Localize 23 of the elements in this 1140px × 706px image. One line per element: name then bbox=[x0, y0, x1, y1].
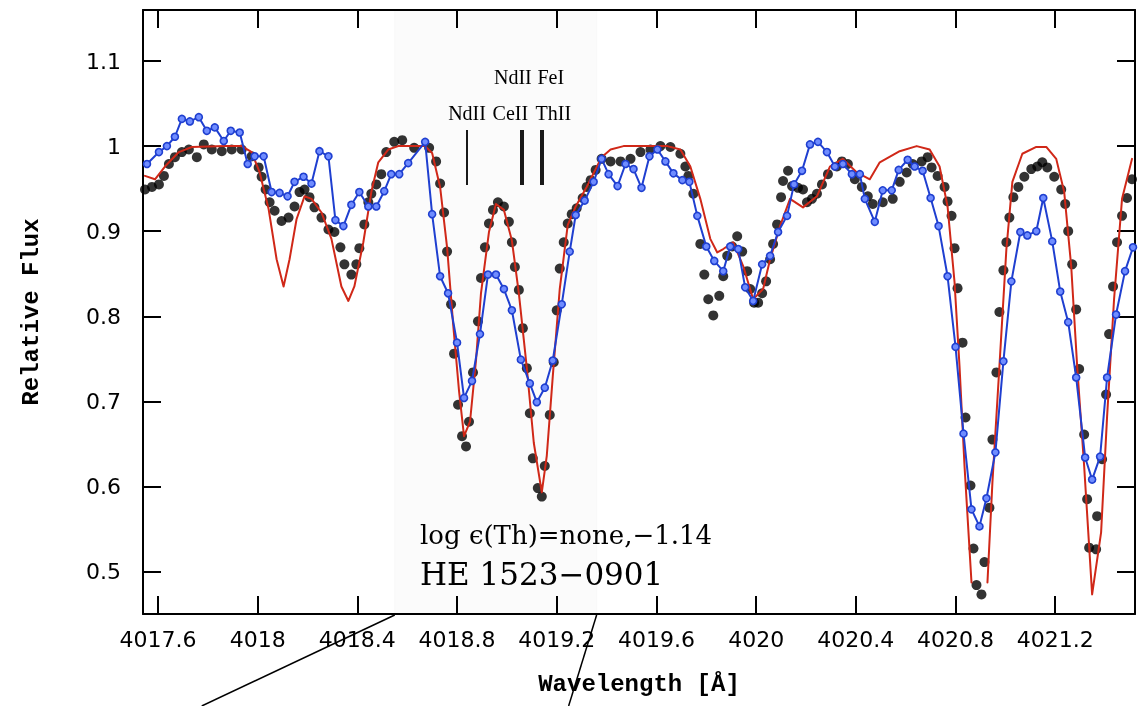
y-tick-label: 0.7 bbox=[86, 388, 121, 414]
x-tick-label: 4019.6 bbox=[617, 626, 695, 652]
y-tick-label: 1 bbox=[107, 133, 121, 159]
x-tick-label: 4017.6 bbox=[119, 626, 197, 652]
x-tick-label: 4021.2 bbox=[1016, 626, 1094, 652]
x-tick-label: 4018 bbox=[229, 626, 286, 652]
x-tick-label: 4020.4 bbox=[817, 626, 895, 652]
y-tick-label: 1.1 bbox=[86, 48, 121, 74]
x-tick-label: 4020 bbox=[728, 626, 785, 652]
y-tick-label: 0.9 bbox=[86, 218, 121, 244]
y-tick-label: 0.8 bbox=[86, 303, 121, 329]
annotation: log ϵ(Th)=none,−1.14 bbox=[420, 520, 713, 550]
ref-line-label: FeI bbox=[537, 66, 565, 88]
ref-line-label: NdII bbox=[493, 66, 532, 88]
x-tick-label: 4020.8 bbox=[917, 626, 995, 652]
y-tick-label: 0.5 bbox=[86, 558, 121, 584]
ref-line-label: ThII bbox=[535, 102, 572, 124]
x-tick-label: 4018.8 bbox=[418, 626, 496, 652]
ref-line-label: NdII bbox=[448, 102, 486, 124]
y-axis-title: Relative Flux bbox=[17, 218, 45, 406]
ref-line-label: CeII bbox=[492, 102, 529, 124]
annotation: HE 1523−0901 bbox=[420, 555, 664, 592]
y-tick-label: 0.6 bbox=[86, 473, 121, 499]
